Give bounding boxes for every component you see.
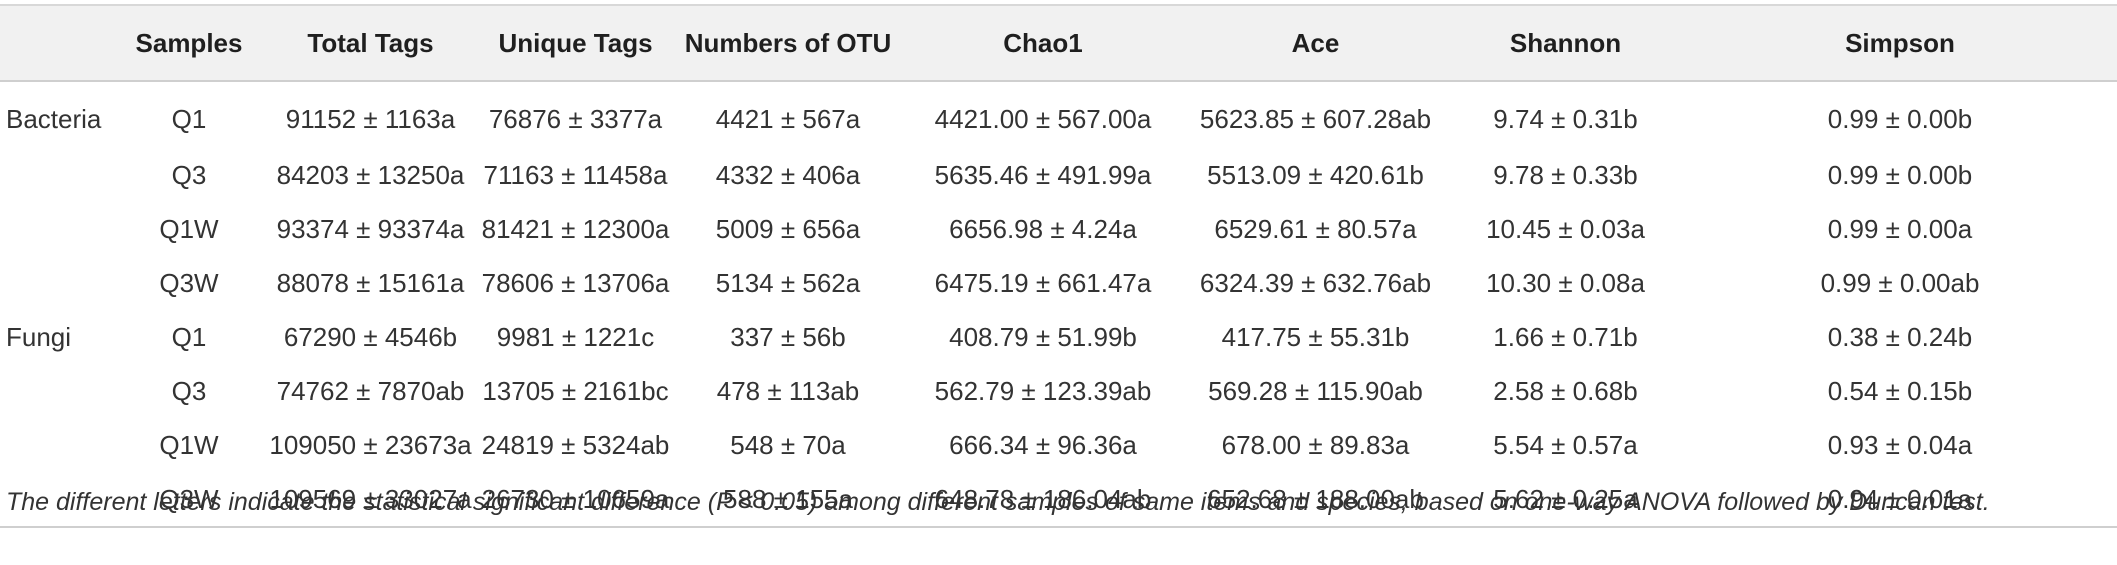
sample-cell: Q1 xyxy=(171,321,207,352)
table-row: Q3 84203 ± 13250a 71163 ± 11458a 4332 ± 406… xyxy=(0,148,2117,202)
value-cell: 0.99 ± 0.00a xyxy=(1827,213,1973,244)
group-cell xyxy=(0,418,115,472)
value-cell: 9981 ± 1221c xyxy=(496,321,655,352)
group-cell xyxy=(0,364,115,418)
value-cell: 0.54 ± 0.15b xyxy=(1827,375,1973,406)
value-cell: 93374 ± 93374a xyxy=(276,213,465,244)
value-cell: 417.75 ± 55.31b xyxy=(1221,321,1410,352)
value-cell: 2.58 ± 0.68b xyxy=(1493,375,1638,406)
group-cell xyxy=(0,148,115,202)
value-cell: 84203 ± 13250a xyxy=(276,159,465,190)
column-header: Numbers of OTU xyxy=(673,4,903,82)
table-row: Q3W 88078 ± 15161a 78606 ± 13706a 5134 ± 56… xyxy=(0,256,2117,310)
data-table: Samples Total Tags Unique Tags Numbers of O… xyxy=(0,4,2117,528)
value-cell: 76876 ± 3377a xyxy=(488,103,663,134)
value-cell: 5623.85 ± 607.28ab xyxy=(1199,103,1432,134)
table-row: Q1W 109050 ± 23673a 24819 ± 5324ab 548 ± 70… xyxy=(0,418,2117,472)
table-row: Q1W 93374 ± 93374a 81421 ± 12300a 5009 ± 65… xyxy=(0,202,2117,256)
value-cell: 5.62 ± 0.25a xyxy=(1448,472,1683,528)
value-cell: 67290 ± 4546b xyxy=(283,321,458,352)
value-cell: 26730 ± 10659a xyxy=(478,472,673,528)
value-cell: 81421 ± 12300a xyxy=(481,213,670,244)
value-cell: 666.34 ± 96.36a xyxy=(949,429,1137,460)
table-row: Fungi Q1 67290 ± 4546b 9981 ± 1221c 337 ± 56… xyxy=(0,310,2117,364)
value-cell: 9.74 ± 0.31b xyxy=(1493,103,1638,134)
value-cell: 5.54 ± 0.57a xyxy=(1493,429,1638,460)
table-row: Q3 74762 ± 7870ab 13705 ± 2161bc 478 ± 113a… xyxy=(0,364,2117,418)
value-cell: 91152 ± 1163a xyxy=(285,103,456,134)
value-cell: 9.78 ± 0.33b xyxy=(1493,159,1638,190)
table-body: Bacteria Q1 91152 ± 1163a 76876 ± 3377a 4421… xyxy=(0,81,2117,528)
value-cell: 478 ± 113ab xyxy=(716,375,860,406)
value-cell: 1.66 ± 0.71b xyxy=(1493,321,1638,352)
value-cell: 78606 ± 13706a xyxy=(481,267,670,298)
group-cell xyxy=(0,472,115,528)
table-footnote: The different letters indicate the stati… xyxy=(6,488,1990,516)
sample-cell: Q3W xyxy=(115,472,263,528)
value-cell: 13705 ± 2161bc xyxy=(482,375,669,406)
value-cell: 588 ± 155a xyxy=(673,472,903,528)
value-cell: 0.94 ± 0.01a xyxy=(1683,472,2117,528)
value-cell: 0.38 ± 0.24b xyxy=(1827,321,1973,352)
sample-cell: Q1 xyxy=(171,103,207,134)
value-cell: 6529.61 ± 80.57a xyxy=(1214,213,1417,244)
value-cell: 88078 ± 15161a xyxy=(276,267,465,298)
value-cell: 569.28 ± 115.90ab xyxy=(1208,375,1423,406)
value-cell: 4421 ± 567a xyxy=(715,103,861,134)
value-cell: 0.93 ± 0.04a xyxy=(1827,429,1973,460)
group-cell xyxy=(0,202,115,256)
value-cell: 109050 ± 23673a xyxy=(269,429,472,460)
value-cell: 4332 ± 406a xyxy=(715,159,861,190)
value-cell: 10.30 ± 0.08a xyxy=(1486,267,1645,298)
value-cell: 5513.09 ± 420.61b xyxy=(1207,159,1424,190)
column-header: Shannon xyxy=(1448,4,1683,82)
value-cell: 6656.98 ± 4.24a xyxy=(949,213,1137,244)
value-cell: 109569 ± 33027a xyxy=(263,472,478,528)
column-header: Total Tags xyxy=(263,4,478,82)
value-cell: 0.99 ± 0.00b xyxy=(1827,103,1973,134)
value-cell: 6475.19 ± 661.47a xyxy=(934,267,1152,298)
header-row: Samples Total Tags Unique Tags Numbers of O… xyxy=(0,4,2117,82)
value-cell: 548 ± 70a xyxy=(730,429,846,460)
value-cell: 4421.00 ± 567.00a xyxy=(934,103,1152,134)
column-header: Samples xyxy=(115,4,263,82)
value-cell: 5635.46 ± 491.99a xyxy=(934,159,1152,190)
sample-cell: Q3 xyxy=(171,375,207,406)
value-cell: 6324.39 ± 632.76ab xyxy=(1199,267,1432,298)
table-row: Q3W 109569 ± 33027a 26730 ± 10659a 588 ± 15… xyxy=(0,472,2117,528)
value-cell: 71163 ± 11458a xyxy=(483,159,668,190)
group-cell xyxy=(0,256,115,310)
table-row: Bacteria Q1 91152 ± 1163a 76876 ± 3377a 4421… xyxy=(0,81,2117,148)
value-cell: 408.79 ± 51.99b xyxy=(949,321,1137,352)
column-header: Simpson xyxy=(1683,4,2117,82)
value-cell: 648.78 ± 186.04ab xyxy=(903,472,1183,528)
sample-cell: Q3W xyxy=(159,267,219,298)
value-cell: 0.99 ± 0.00b xyxy=(1827,159,1973,190)
value-cell: 5009 ± 656a xyxy=(715,213,861,244)
column-header: Chao1 xyxy=(903,4,1183,82)
value-cell: 10.45 ± 0.03a xyxy=(1486,213,1645,244)
value-cell: 652.68 ± 188.00ab xyxy=(1183,472,1448,528)
value-cell: 5134 ± 562a xyxy=(715,267,861,298)
column-header xyxy=(0,4,115,82)
value-cell: 678.00 ± 89.83a xyxy=(1221,429,1410,460)
sample-cell: Q1W xyxy=(159,213,219,244)
sample-cell: Q3 xyxy=(171,159,207,190)
column-header: Unique Tags xyxy=(478,4,673,82)
value-cell: 24819 ± 5324ab xyxy=(481,429,670,460)
value-cell: 0.99 ± 0.00ab xyxy=(1820,267,1980,298)
value-cell: 74762 ± 7870ab xyxy=(276,375,465,406)
value-cell: 337 ± 56b xyxy=(730,321,846,352)
group-cell: Fungi xyxy=(6,321,72,352)
column-header: Ace xyxy=(1183,4,1448,82)
sample-cell: Q1W xyxy=(159,429,219,460)
group-cell: Bacteria xyxy=(6,103,102,134)
value-cell: 562.79 ± 123.39ab xyxy=(934,375,1152,406)
table-header: Samples Total Tags Unique Tags Numbers of O… xyxy=(0,4,2117,82)
